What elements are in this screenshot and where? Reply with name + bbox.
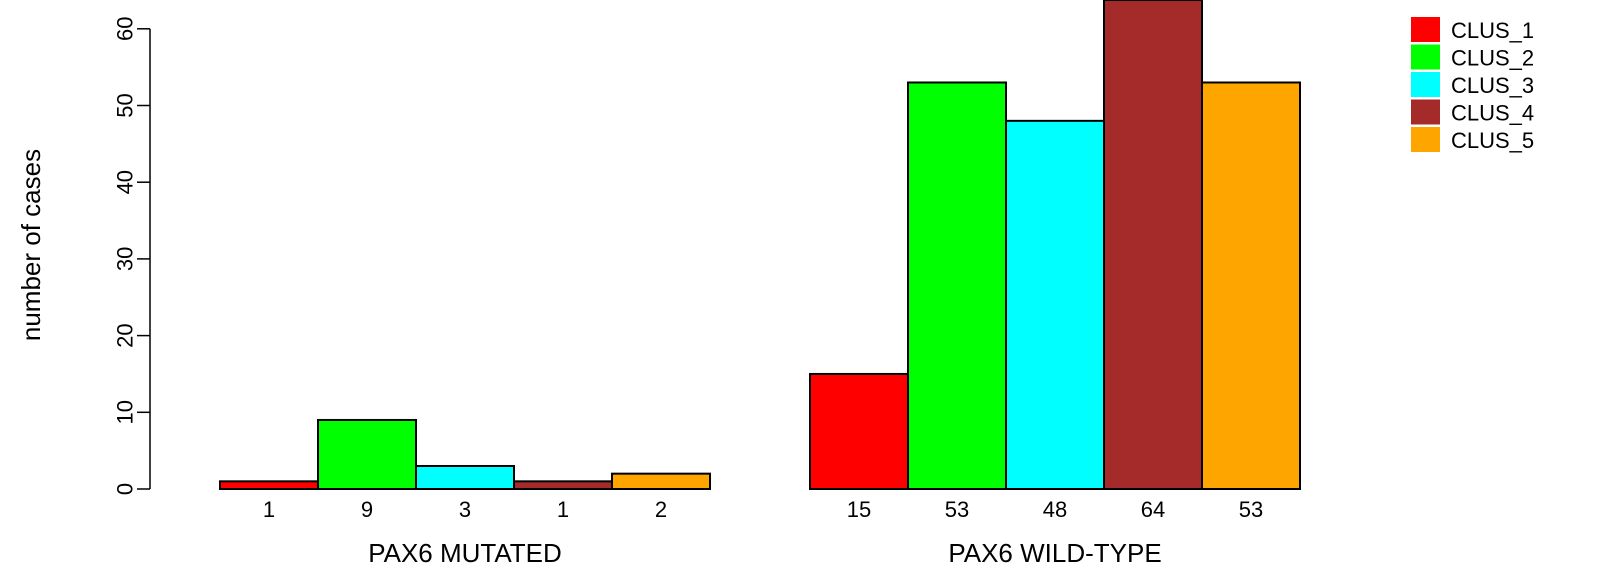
bar-count-label: 1 bbox=[263, 497, 275, 522]
legend-label: CLUS_4 bbox=[1451, 101, 1534, 126]
bar-count-label: 48 bbox=[1043, 497, 1067, 522]
legend-swatch bbox=[1411, 44, 1440, 70]
legend-swatch bbox=[1411, 127, 1440, 152]
bar bbox=[1103, 0, 1203, 490]
y-tick-label: 60 bbox=[113, 17, 138, 41]
y-tick-label: 10 bbox=[113, 400, 138, 424]
legend-label: CLUS_3 bbox=[1451, 73, 1534, 98]
y-axis-title: number of cases bbox=[16, 149, 46, 341]
y-tick-label: 50 bbox=[113, 93, 138, 117]
legend-label: CLUS_5 bbox=[1451, 128, 1534, 153]
bar bbox=[415, 464, 515, 490]
bar-group: 1 9 3 1 2 PAX6 MUTATED bbox=[219, 418, 711, 568]
bar-count-label: 64 bbox=[1141, 497, 1165, 522]
bar bbox=[513, 480, 613, 490]
y-tick-label: 30 bbox=[113, 247, 138, 271]
group-label: PAX6 WILD-TYPE bbox=[948, 538, 1161, 568]
bar-count-label: 53 bbox=[945, 497, 969, 522]
bar-groups: 1 9 3 1 2 PAX6 MUTATED 15 53 48 64 53 PAX6 WILD-TYP… bbox=[219, 0, 1301, 568]
bar bbox=[1201, 81, 1301, 491]
bar bbox=[317, 418, 417, 490]
legend-label: CLUS_1 bbox=[1451, 18, 1534, 43]
bar bbox=[907, 81, 1007, 491]
y-tick-label: 20 bbox=[113, 323, 138, 347]
bar-count-label: 15 bbox=[847, 497, 871, 522]
group-label: PAX6 MUTATED bbox=[368, 538, 562, 568]
y-tick-label: 40 bbox=[113, 170, 138, 194]
legend-swatch bbox=[1411, 72, 1440, 97]
bar bbox=[219, 480, 319, 490]
bar-group: 15 53 48 64 53 PAX6 WILD-TYPE bbox=[809, 0, 1301, 568]
bar bbox=[1005, 119, 1105, 490]
bar-count-label: 53 bbox=[1239, 497, 1263, 522]
legend-swatch bbox=[1411, 99, 1440, 125]
bar bbox=[809, 372, 909, 491]
y-tick-label: 0 bbox=[113, 483, 138, 495]
y-axis: 0 10 20 30 40 50 60 bbox=[113, 17, 151, 495]
bar-count-label: 9 bbox=[361, 497, 373, 522]
bar bbox=[611, 472, 711, 491]
bar-count-label: 1 bbox=[557, 497, 569, 522]
bar-count-label: 2 bbox=[655, 497, 667, 522]
bar-count-label: 3 bbox=[459, 497, 471, 522]
legend-swatch bbox=[1411, 17, 1440, 42]
legend-label: CLUS_2 bbox=[1451, 46, 1534, 71]
